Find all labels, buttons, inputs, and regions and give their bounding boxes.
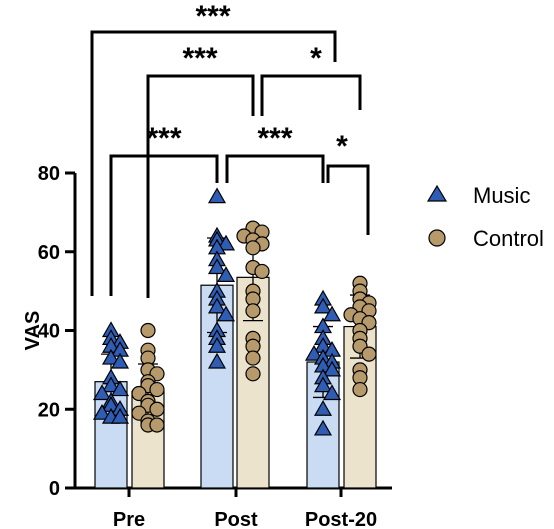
data-point	[149, 381, 165, 398]
data-point	[101, 348, 121, 365]
data-point	[245, 240, 261, 256]
y-tick-label: 0	[49, 478, 60, 500]
legend-marker	[426, 184, 448, 202]
legend-label: Control	[473, 226, 544, 251]
data-point	[322, 305, 342, 322]
data-point	[110, 380, 130, 397]
data-point	[254, 263, 270, 280]
data-point	[207, 187, 227, 204]
data-point	[245, 366, 261, 382]
data-point	[140, 322, 156, 339]
significance-label: *	[336, 130, 348, 163]
significance-bracket	[90, 30, 337, 296]
data-point	[101, 376, 121, 393]
data-point	[313, 297, 333, 314]
data-point	[149, 417, 165, 433]
data-point	[207, 352, 227, 369]
data-point	[313, 419, 333, 436]
significance-bracket	[225, 154, 325, 183]
x-tick-label: Post-20	[305, 509, 377, 529]
data-point	[149, 401, 165, 417]
data-point	[216, 266, 236, 282]
data-point	[92, 384, 112, 401]
data-point	[245, 303, 261, 319]
y-tick-label: 40	[38, 321, 60, 343]
y-axis-title: VAS	[22, 311, 44, 351]
y-tick-label: 60	[38, 242, 60, 264]
significance-bracket	[146, 74, 255, 298]
data-point	[245, 350, 261, 366]
y-tick-label: 80	[38, 163, 60, 185]
y-tick-label: 20	[38, 399, 60, 421]
data-point	[313, 376, 333, 393]
significance-bracket	[109, 154, 219, 296]
data-point	[313, 400, 333, 416]
significance-label: ***	[195, 0, 230, 33]
x-tick-label: Pre	[113, 509, 145, 529]
significance-label: ***	[146, 122, 181, 155]
data-point	[207, 337, 227, 353]
data-point	[216, 234, 236, 251]
significance-label: ***	[257, 122, 292, 155]
significance-bracket	[260, 74, 362, 116]
data-point	[207, 258, 227, 275]
data-point	[207, 297, 227, 314]
data-point	[216, 305, 236, 322]
significance-label: ***	[182, 42, 217, 75]
data-point	[92, 403, 112, 420]
data-point	[110, 407, 130, 424]
legend-marker	[428, 229, 446, 247]
data-point	[361, 346, 377, 362]
data-point	[322, 360, 342, 377]
legend-label: Music	[473, 183, 530, 208]
significance-label: *	[310, 42, 322, 75]
data-point	[322, 384, 342, 401]
significance-bracket	[326, 164, 370, 235]
x-tick-label: Post	[214, 509, 258, 529]
data-point	[352, 381, 368, 398]
data-point	[304, 344, 324, 361]
data-point	[110, 352, 130, 369]
